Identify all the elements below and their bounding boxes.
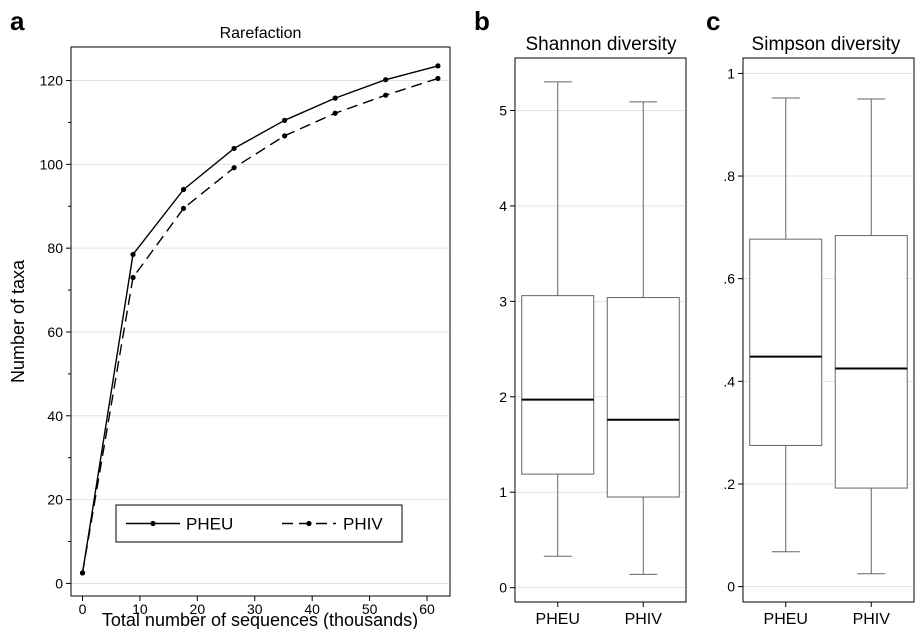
y-tick-label: 4 (499, 198, 507, 214)
y-tick-label: 100 (40, 156, 64, 172)
y-tick-label: .2 (723, 476, 735, 492)
data-point-phiv (435, 75, 441, 82)
rarefaction-title: Rarefaction (220, 25, 302, 42)
x-tick-label: 50 (362, 601, 378, 617)
y-tick-label: .6 (723, 271, 735, 287)
legend-label-pheu: PHEU (186, 515, 233, 534)
shannon-title: Shannon diversity (525, 34, 677, 55)
y-tick-label: 80 (47, 240, 63, 256)
shannon-y-axis: 0 1 2 3 4 5 (499, 102, 515, 596)
data-point-phiv (383, 92, 389, 98)
y-tick-label: .4 (723, 373, 735, 389)
simpson-boxes (749, 97, 908, 575)
shannon-boxes (521, 81, 680, 575)
panel-b-shannon: b Shannon diversity 0 1 2 3 4 5 PHEU PHIV (474, 6, 687, 628)
legend-marker-phiv (306, 520, 312, 527)
y-tick-label: 60 (47, 324, 63, 340)
rarefaction-legend: PHEU PHIV (115, 504, 403, 543)
x-tick-label: 0 (79, 601, 87, 617)
category-label-phiv: PHIV (625, 611, 663, 628)
data-point-pheu (130, 251, 136, 258)
x-tick-label: 30 (247, 601, 263, 617)
panel-letter-b: b (474, 6, 490, 36)
simpson-y-axis: 0 .2 .4 .6 .8 1 (723, 65, 743, 595)
x-tick-label: 20 (190, 601, 206, 617)
data-point-phiv (180, 205, 187, 211)
panel-a-rarefaction: a Rarefaction 0 20 40 60 80 100 120 0 10 20 30 40 5… (8, 6, 451, 629)
y-tick-label: .8 (723, 168, 735, 184)
y-tick-label: 0 (727, 579, 735, 595)
series-line-pheu (81, 65, 439, 574)
y-tick-label: 1 (499, 484, 507, 500)
y-tick-label: 2 (499, 389, 507, 405)
category-label-phiv: PHIV (853, 611, 891, 628)
legend-label-phiv: PHIV (343, 515, 383, 534)
y-tick-label: 0 (55, 575, 63, 591)
legend-marker-pheu (150, 520, 156, 527)
iqr-box-phiv (834, 235, 908, 489)
panel-c-simpson: c Simpson diversity 0 .2 .4 .6 .8 1 PHEU PHIV (706, 6, 915, 628)
data-point-pheu (180, 186, 187, 193)
data-point-phiv (130, 274, 136, 281)
rarefaction-y-axis: 0 20 40 60 80 100 120 (40, 73, 71, 591)
y-tick-label: 0 (499, 580, 507, 596)
rarefaction-x-axis-label: Total number of sequences (thousands) (102, 610, 418, 629)
y-tick-label: 40 (47, 408, 63, 424)
x-tick-label: 40 (304, 601, 320, 617)
data-point-phiv (282, 133, 288, 139)
iqr-box-pheu (749, 238, 823, 446)
simpson-title: Simpson diversity (752, 34, 901, 55)
category-label-pheu: PHEU (536, 611, 580, 628)
rarefaction-x-axis: 0 10 20 30 40 50 60 (79, 596, 435, 617)
iqr-box-phiv (606, 297, 680, 498)
x-tick-label: 10 (132, 601, 148, 617)
y-tick-label: 1 (727, 65, 735, 81)
data-point-pheu (332, 95, 338, 101)
category-label-pheu: PHEU (764, 611, 808, 628)
rarefaction-y-axis-label: Number of taxa (8, 259, 28, 383)
y-tick-label: 5 (499, 102, 507, 118)
data-point-pheu (231, 145, 237, 152)
y-tick-label: 120 (40, 73, 64, 89)
data-point-phiv (79, 570, 86, 576)
panel-letter-c: c (706, 6, 720, 36)
data-point-pheu (383, 77, 389, 83)
y-tick-label: 3 (499, 293, 507, 309)
simpson-x-axis: PHEU PHIV (764, 602, 891, 628)
data-point-phiv (332, 110, 338, 116)
x-tick-label: 60 (419, 601, 435, 617)
data-point-pheu (435, 63, 441, 69)
panel-letter-a: a (10, 6, 25, 36)
data-point-pheu (282, 117, 288, 123)
data-point-phiv (231, 165, 237, 171)
shannon-x-axis: PHEU PHIV (536, 602, 663, 628)
iqr-box-pheu (521, 295, 595, 475)
rarefaction-series (79, 63, 441, 576)
series-line-phiv (81, 77, 439, 574)
y-tick-label: 20 (47, 492, 63, 508)
